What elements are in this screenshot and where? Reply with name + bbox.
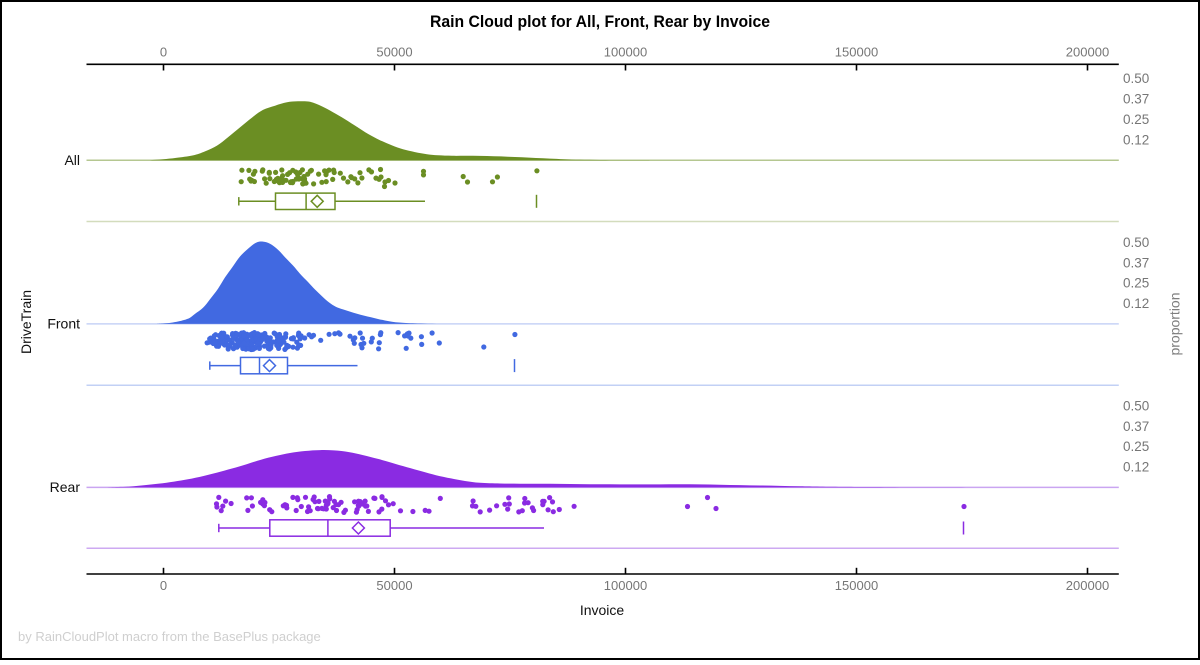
svg-text:200000: 200000 [1066,45,1109,60]
svg-text:50000: 50000 [376,45,412,60]
svg-text:100000: 100000 [604,45,647,60]
svg-text:200000: 200000 [1066,578,1109,593]
svg-text:50000: 50000 [376,578,412,593]
svg-text:0: 0 [160,45,167,60]
svg-text:100000: 100000 [604,578,647,593]
svg-text:0.50: 0.50 [1123,398,1149,413]
svg-text:0.37: 0.37 [1123,419,1149,434]
svg-text:0.37: 0.37 [1123,92,1149,107]
svg-text:150000: 150000 [835,45,878,60]
svg-text:Front: Front [47,315,80,331]
svg-text:0.37: 0.37 [1123,255,1149,270]
svg-text:0.12: 0.12 [1123,132,1149,147]
svg-text:0.50: 0.50 [1123,71,1149,86]
svg-text:by RainCloudPlot macro from th: by RainCloudPlot macro from the BasePlus… [18,629,321,644]
svg-text:0.25: 0.25 [1123,112,1149,127]
svg-text:150000: 150000 [835,578,878,593]
svg-text:DriveTrain: DriveTrain [18,290,34,354]
svg-text:proportion: proportion [1167,292,1183,355]
svg-text:Rain Cloud plot for All, Front: Rain Cloud plot for All, Front, Rear by … [430,12,770,31]
svg-text:0.12: 0.12 [1123,460,1149,475]
svg-text:0.50: 0.50 [1123,235,1149,250]
svg-text:0.25: 0.25 [1123,276,1149,291]
svg-text:Invoice: Invoice [580,602,625,618]
svg-text:Rear: Rear [50,479,81,495]
svg-text:0: 0 [160,578,167,593]
svg-text:All: All [64,152,80,168]
svg-text:0.25: 0.25 [1123,439,1149,454]
svg-text:0.12: 0.12 [1123,296,1149,311]
